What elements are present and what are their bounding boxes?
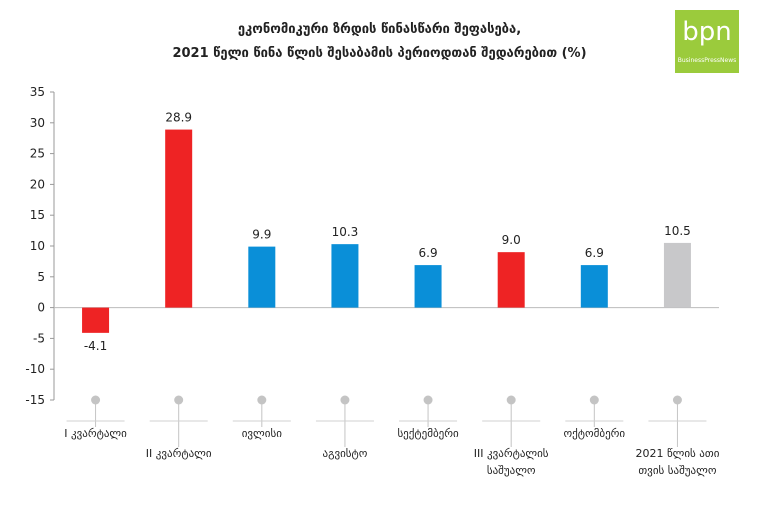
y-tick-label: 25 — [30, 147, 45, 161]
category-label: I კვარტალი — [64, 427, 127, 440]
bar-value-label: 9.9 — [252, 228, 271, 242]
chart-title: ეკონომიკური ზრდის წინასწარი შეფასება, 20… — [0, 18, 759, 66]
logo-text: bpn — [682, 17, 732, 47]
category-marker — [423, 395, 433, 405]
category-label: ივლისი — [242, 427, 282, 440]
y-tick-label: 30 — [30, 116, 45, 130]
logo-subtext: BusinessPressNews — [677, 57, 737, 64]
bar — [497, 252, 525, 308]
bar-value-label: 10.3 — [332, 225, 359, 239]
chart-title-line1: ეკონომიკური ზრდის წინასწარი შეფასება, — [237, 22, 522, 37]
y-tick-label: 20 — [30, 177, 45, 191]
y-tick-label: -15 — [25, 393, 45, 407]
category-label: საშუალო — [487, 464, 536, 477]
category-label: სექტემბერი — [397, 427, 459, 440]
category-marker — [257, 395, 267, 405]
bar-value-label: 6.9 — [419, 246, 438, 260]
bar — [414, 265, 442, 308]
chart-title-line2: 2021 წელი წინა წლის შესაბამის პერიოდთან … — [172, 46, 587, 61]
y-tick-label: 5 — [37, 270, 45, 284]
bar-value-label: 6.9 — [585, 246, 604, 260]
category-marker — [91, 395, 101, 405]
bar — [82, 307, 110, 333]
category-label: აგვისტო — [322, 447, 367, 460]
category-label: II კვარტალი — [146, 447, 212, 460]
bar — [331, 244, 359, 308]
bar-value-label: 9.0 — [502, 233, 521, 247]
y-tick-label: 10 — [30, 239, 45, 253]
bpn-logo: bpn BusinessPressNews — [675, 10, 739, 73]
y-tick-label: 0 — [37, 301, 45, 315]
category-marker — [589, 395, 599, 405]
category-marker — [174, 395, 184, 405]
category-marker — [672, 395, 682, 405]
bar-value-label: -4.1 — [84, 339, 107, 353]
y-tick-label: 35 — [30, 85, 45, 99]
y-tick-label: -10 — [25, 362, 45, 376]
bar — [663, 242, 691, 308]
bar — [580, 265, 608, 308]
y-tick-label: 15 — [30, 208, 45, 222]
bar — [248, 246, 276, 308]
bar-value-label: 28.9 — [165, 111, 192, 125]
category-label: ოქტომბერი — [564, 427, 626, 440]
category-label: თვის საშუალო — [638, 464, 716, 477]
y-tick-label: -5 — [33, 331, 45, 345]
category-label: III კვარტალის — [474, 447, 549, 460]
category-marker — [340, 395, 350, 405]
bar — [165, 129, 193, 308]
category-label: 2021 წლის ათი — [635, 447, 719, 460]
category-marker — [506, 395, 516, 405]
bar-value-label: 10.5 — [664, 224, 691, 238]
